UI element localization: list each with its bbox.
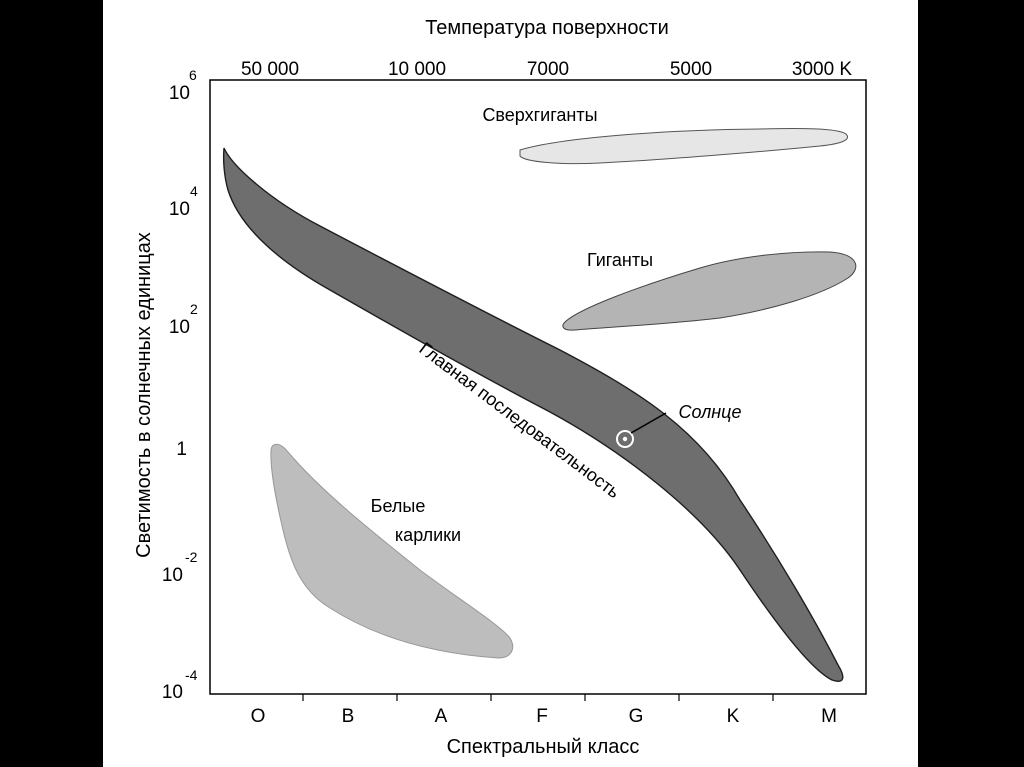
luminosity-tick-base: 10 [162, 682, 183, 703]
luminosity-tick-exp: 4 [190, 183, 198, 199]
spectral-class-label: G [629, 706, 644, 727]
supergiants-label: Сверхгиганты [482, 105, 597, 125]
luminosity-ticks: 10 6 10 4 10 2 1 10 -2 10 -4 [162, 67, 198, 703]
giants-label: Гиганты [587, 250, 653, 270]
spectral-axis-title: Спектральный класс [447, 736, 640, 758]
luminosity-tick-base: 10 [169, 317, 190, 338]
hr-diagram: Температура поверхности 50 000 10 000 70… [133, 17, 867, 758]
temperature-axis-title: Температура поверхности [425, 17, 669, 39]
main-sequence-region [222, 147, 844, 682]
temperature-label: 10 000 [388, 59, 446, 80]
luminosity-tick-exp: -2 [185, 549, 198, 565]
temperature-label: 50 000 [241, 59, 299, 80]
luminosity-tick-exp: 6 [189, 67, 197, 83]
plot-frame [209, 79, 867, 695]
sun-label: Солнце [679, 402, 742, 422]
luminosity-tick-exp: -4 [185, 667, 198, 683]
spectral-class-label: K [727, 706, 740, 727]
sun-icon [616, 430, 634, 448]
white-dwarfs-region [270, 443, 514, 659]
temperature-label: 7000 [527, 59, 569, 80]
luminosity-tick-base: 10 [169, 83, 190, 104]
spectral-class-label: M [821, 706, 837, 727]
luminosity-tick-base: 1 [176, 439, 187, 460]
spectral-class-label: F [536, 706, 548, 727]
spectral-class-label: B [342, 706, 355, 727]
luminosity-tick-base: 10 [162, 565, 183, 586]
spectral-class-label: O [251, 706, 266, 727]
bottom-ticks [302, 694, 774, 701]
temperature-label: 3000 K [792, 59, 853, 80]
luminosity-axis-title: Светимость в солнечных единицах [133, 232, 155, 558]
spectral-class-label: A [435, 706, 448, 727]
temperature-labels: 50 000 10 000 7000 5000 3000 K [241, 59, 852, 80]
spectral-class-labels: O B A F G K M [251, 706, 837, 727]
sun-pointer-line [630, 412, 667, 434]
supergiants-region [519, 128, 848, 165]
slide: Температура поверхности 50 000 10 000 70… [103, 0, 918, 767]
white-dwarfs-label-line1: Белые [371, 496, 426, 516]
luminosity-tick-exp: 2 [190, 301, 198, 317]
luminosity-tick-base: 10 [169, 199, 190, 220]
white-dwarfs-label-line2: карлики [395, 525, 461, 545]
temperature-label: 5000 [670, 59, 712, 80]
giants-region [562, 251, 857, 331]
